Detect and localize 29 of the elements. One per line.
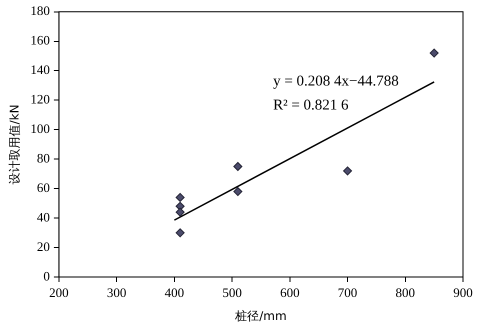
- annotation: R² = 0.821 6: [273, 98, 350, 114]
- point: [430, 48, 439, 58]
- point: [233, 162, 242, 171]
- y-tick-label: 160: [30, 32, 50, 48]
- point: [176, 192, 185, 202]
- point: [343, 166, 352, 176]
- y-tick-label: 140: [30, 62, 50, 78]
- x-tick-label: 300: [106, 285, 126, 300]
- y-tick-label: 20: [36, 238, 50, 254]
- x-tick-label: 400: [164, 285, 184, 300]
- y-tick-label: 0: [43, 268, 50, 284]
- y-tick-label: 60: [36, 180, 50, 196]
- y-axis-title: 设计取用值/kN: [7, 104, 22, 184]
- point: [233, 187, 242, 196]
- y-tick-label: 80: [36, 150, 50, 166]
- x-tick-label: 600: [280, 285, 300, 300]
- y-tick-label: 100: [30, 121, 50, 136]
- point: [176, 208, 185, 217]
- annotation: y = 0.208 4x−44.788: [273, 74, 399, 90]
- x-tick-label: 500: [222, 285, 242, 300]
- x-axis-title: 桩径/mm: [234, 308, 287, 323]
- y-tick-label: 120: [30, 92, 50, 107]
- point: [176, 228, 185, 238]
- x-tick-label: 900: [453, 285, 473, 300]
- x-tick-label: 200: [49, 285, 69, 300]
- x-tick-label: 800: [396, 285, 416, 300]
- y-tick-label: 180: [30, 3, 50, 18]
- y-tick-label: 40: [36, 209, 50, 224]
- x-tick-label: 700: [338, 285, 358, 300]
